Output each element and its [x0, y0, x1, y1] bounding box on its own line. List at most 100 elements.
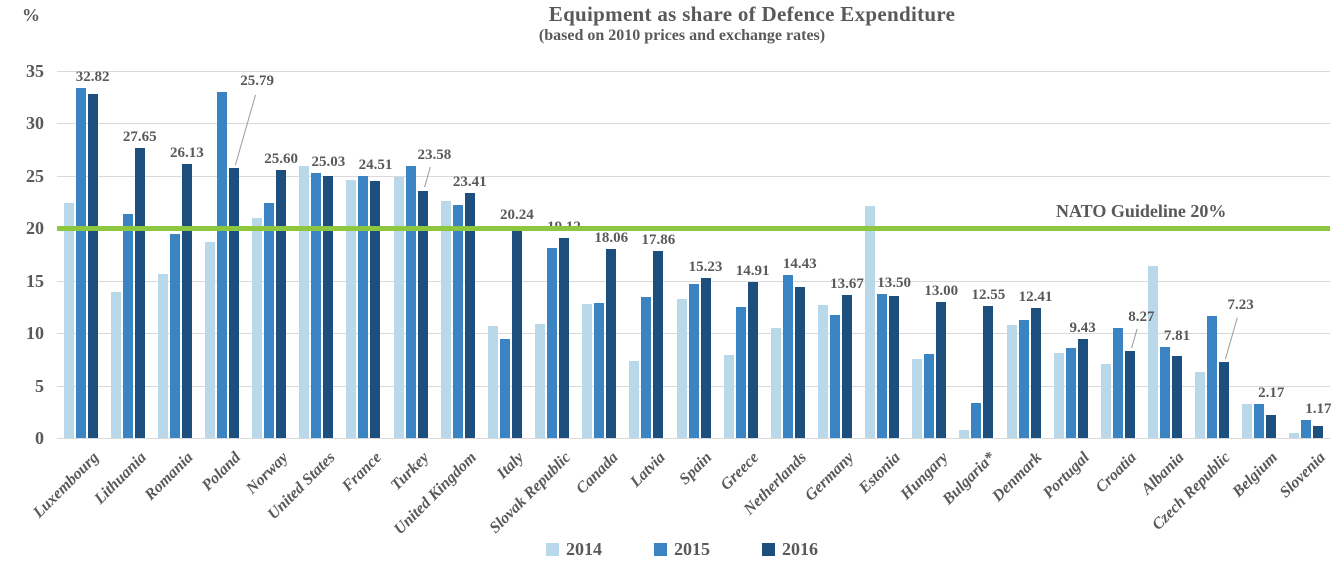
gridline-25 [57, 175, 1330, 177]
gridline-35 [57, 71, 1330, 72]
bar-2015-luxembourg [75, 87, 86, 438]
y-axis-tick-20: 20 [26, 218, 44, 239]
value-label-norway: 25.60 [264, 150, 299, 167]
value-label-romania: 26.13 [169, 145, 204, 161]
bar-2016-slovenia [1313, 425, 1324, 438]
legend-item-2015: 2015 [654, 539, 710, 560]
bar-2014-germany [817, 304, 828, 438]
x-axis-label-croatia: Croatia [1092, 449, 1140, 497]
bar-2014-greece [723, 355, 734, 438]
chart-subtitle: (based on 2010 prices and exchange rates… [538, 27, 826, 44]
value-label-bulgaria: 12.55 [971, 287, 1006, 304]
value-label-hungary: 13.00 [924, 282, 959, 299]
value-label-france: 24.51 [358, 156, 393, 173]
data-label-leader-czech-republic [1225, 318, 1238, 360]
bar-2014-norway [252, 217, 263, 438]
value-label-belgium: 2.17 [1258, 385, 1285, 402]
bar-2016-portugal [1077, 339, 1088, 438]
bar-2014-united-kingdom [440, 201, 451, 438]
bar-2016-denmark [1030, 307, 1041, 438]
bar-2014-denmark [1006, 324, 1017, 438]
x-axis-label-poland: Poland [198, 449, 245, 495]
legend-label-2014: 2014 [566, 539, 602, 559]
bar-2016-latvia [653, 250, 664, 438]
bar-2016-france [370, 180, 381, 438]
bar-2016-belgium [1266, 415, 1277, 438]
x-axis-label-italy: Italy [493, 449, 527, 483]
bar-2015-czech-republic [1207, 316, 1218, 438]
y-axis-tick-5: 5 [35, 375, 44, 396]
bar-2015-greece [735, 306, 746, 438]
bar-2016-united-kingdom [464, 192, 475, 438]
x-axis-label-portugal: Portugal [1039, 449, 1093, 502]
value-label-spain: 15.23 [688, 259, 723, 276]
bar-2016-germany [841, 294, 852, 438]
bar-2015-netherlands [782, 275, 793, 438]
x-axis-label-canada: Canada [572, 449, 622, 498]
bar-2016-czech-republic [1219, 362, 1230, 438]
bar-2014-canada [582, 303, 593, 438]
bar-2014-portugal [1053, 353, 1064, 438]
bar-2016-bulgaria [983, 306, 994, 438]
bar-2015-turkey [405, 166, 416, 438]
nato-guideline-label: NATO Guideline 20% [1056, 201, 1227, 222]
bar-2016-estonia [889, 296, 900, 438]
bar-2015-estonia [877, 294, 888, 438]
value-label-germany: 13.67 [830, 275, 864, 292]
bar-2015-portugal [1065, 347, 1076, 438]
value-label-czech-republic: 7.23 [1227, 297, 1254, 314]
bar-2015-spain [688, 283, 699, 438]
x-axis-label-greece: Greece [717, 449, 763, 494]
bar-2015-united-kingdom [452, 205, 463, 438]
bar-2015-lithuania [122, 213, 133, 438]
bar-2015-croatia [1112, 327, 1123, 438]
bar-2014-bulgaria [959, 429, 970, 438]
y-axis-tick-0: 0 [35, 428, 44, 448]
bar-2014-hungary [912, 359, 923, 438]
value-label-croatia: 8.27 [1128, 308, 1155, 325]
bar-2014-croatia [1100, 363, 1111, 438]
x-axis-label-spain: Spain [676, 449, 716, 489]
bar-2014-poland [205, 241, 216, 438]
bar-2014-luxembourg [63, 203, 74, 438]
bar-2015-denmark [1018, 319, 1029, 438]
bar-2016-canada [606, 248, 617, 438]
bar-2014-latvia [629, 361, 640, 438]
bar-2014-estonia [865, 206, 876, 438]
gridline-30 [57, 123, 1330, 125]
bar-2015-canada [594, 302, 605, 438]
bar-2015-latvia [641, 297, 652, 438]
y-axis-tick-35: 35 [26, 61, 44, 81]
value-label-turkey: 23.58 [417, 147, 452, 164]
bar-2014-turkey [393, 176, 404, 438]
bar-2016-lithuania [134, 148, 145, 438]
value-label-albania: 7.81 [1163, 327, 1191, 344]
bar-2016-hungary [936, 301, 947, 438]
bar-2014-albania [1147, 266, 1158, 438]
x-axis-label-latvia: Latvia [626, 449, 669, 491]
legend-label-2015: 2015 [674, 539, 710, 559]
value-label-slovenia: 1.17 [1305, 401, 1332, 418]
bar-2016-norway [276, 169, 287, 438]
data-label-leader-turkey [423, 167, 431, 188]
nato-guideline-line [57, 226, 1330, 232]
chart-title: Equipment as share of Defence Expenditur… [548, 2, 956, 26]
legend-item-2016: 2016 [762, 539, 818, 560]
bar-2014-romania [157, 274, 168, 438]
bar-2016-croatia [1124, 351, 1135, 438]
x-axis-label-luxembourg: Luxembourg [30, 449, 103, 522]
bar-2015-romania [169, 233, 180, 438]
legend: 2014 2015 2016 [30, 539, 1334, 560]
bar-2014-italy [487, 325, 498, 438]
bar-2015-united-states [311, 172, 322, 438]
value-label-united-kingdom: 23.41 [452, 173, 487, 190]
bar-2016-netherlands [794, 286, 805, 438]
legend-swatch-2014 [546, 543, 559, 556]
y-axis-tick-30: 30 [26, 113, 44, 134]
value-label-luxembourg: 32.82 [75, 68, 110, 85]
value-label-estonia: 13.50 [877, 275, 911, 292]
bar-2014-united-states [299, 166, 310, 438]
x-axis-label-united-kingdom: United Kingdom [390, 449, 480, 539]
legend-swatch-2016 [762, 543, 775, 556]
value-label-united-states: 25.03 [311, 153, 346, 170]
